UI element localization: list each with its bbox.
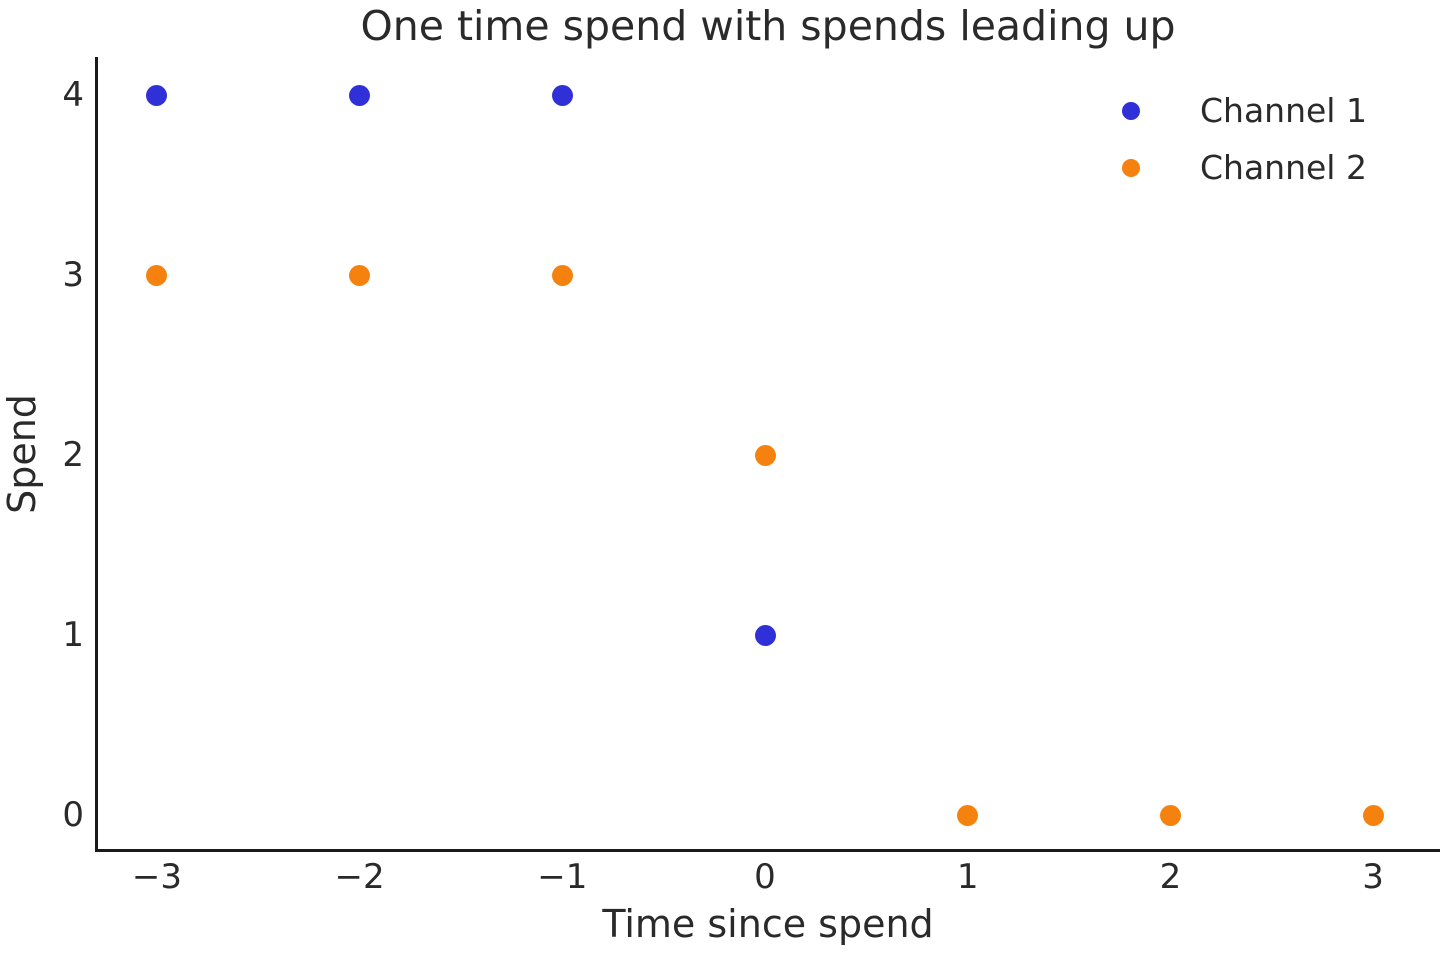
legend: Channel 1 Channel 2 — [1122, 82, 1367, 196]
scatter-point — [754, 444, 776, 466]
x-tick-label: −2 — [334, 857, 385, 897]
x-axis-spine — [95, 849, 1440, 852]
y-axis-spine — [95, 57, 98, 852]
channel-2-marker-icon — [1122, 158, 1140, 177]
scatter-point — [349, 84, 371, 106]
x-tick-label: −1 — [537, 857, 588, 897]
legend-label: Channel 1 — [1200, 91, 1367, 130]
legend-label: Channel 2 — [1200, 148, 1367, 187]
y-tick-label: 1 — [62, 615, 84, 655]
scatter-point — [754, 624, 776, 646]
scatter-point — [1362, 804, 1384, 826]
scatter-point — [551, 264, 573, 286]
scatter-point — [551, 84, 573, 106]
chart-title: One time spend with spends leading up — [360, 2, 1176, 50]
x-tick-label: −3 — [131, 857, 182, 897]
x-axis-title: Time since spend — [602, 902, 934, 946]
x-tick-label: 2 — [1159, 857, 1182, 897]
channel-1-marker-icon — [1122, 101, 1140, 120]
x-tick-label: 1 — [956, 857, 979, 897]
y-tick-label: 0 — [62, 795, 84, 835]
scatter-point — [1159, 804, 1181, 826]
y-tick-label: 4 — [62, 75, 84, 115]
scatter-point — [146, 84, 168, 106]
y-axis-title: Spend — [0, 394, 44, 514]
legend-item-channel-2: Channel 2 — [1122, 139, 1367, 196]
y-tick-label: 2 — [62, 435, 84, 475]
scatter-point — [349, 264, 371, 286]
legend-item-channel-1: Channel 1 — [1122, 82, 1367, 139]
scatter-point — [146, 264, 168, 286]
scatter-point — [957, 804, 979, 826]
y-tick-label: 3 — [62, 255, 84, 295]
x-tick-label: 3 — [1362, 857, 1384, 897]
x-tick-label: 0 — [754, 857, 776, 897]
